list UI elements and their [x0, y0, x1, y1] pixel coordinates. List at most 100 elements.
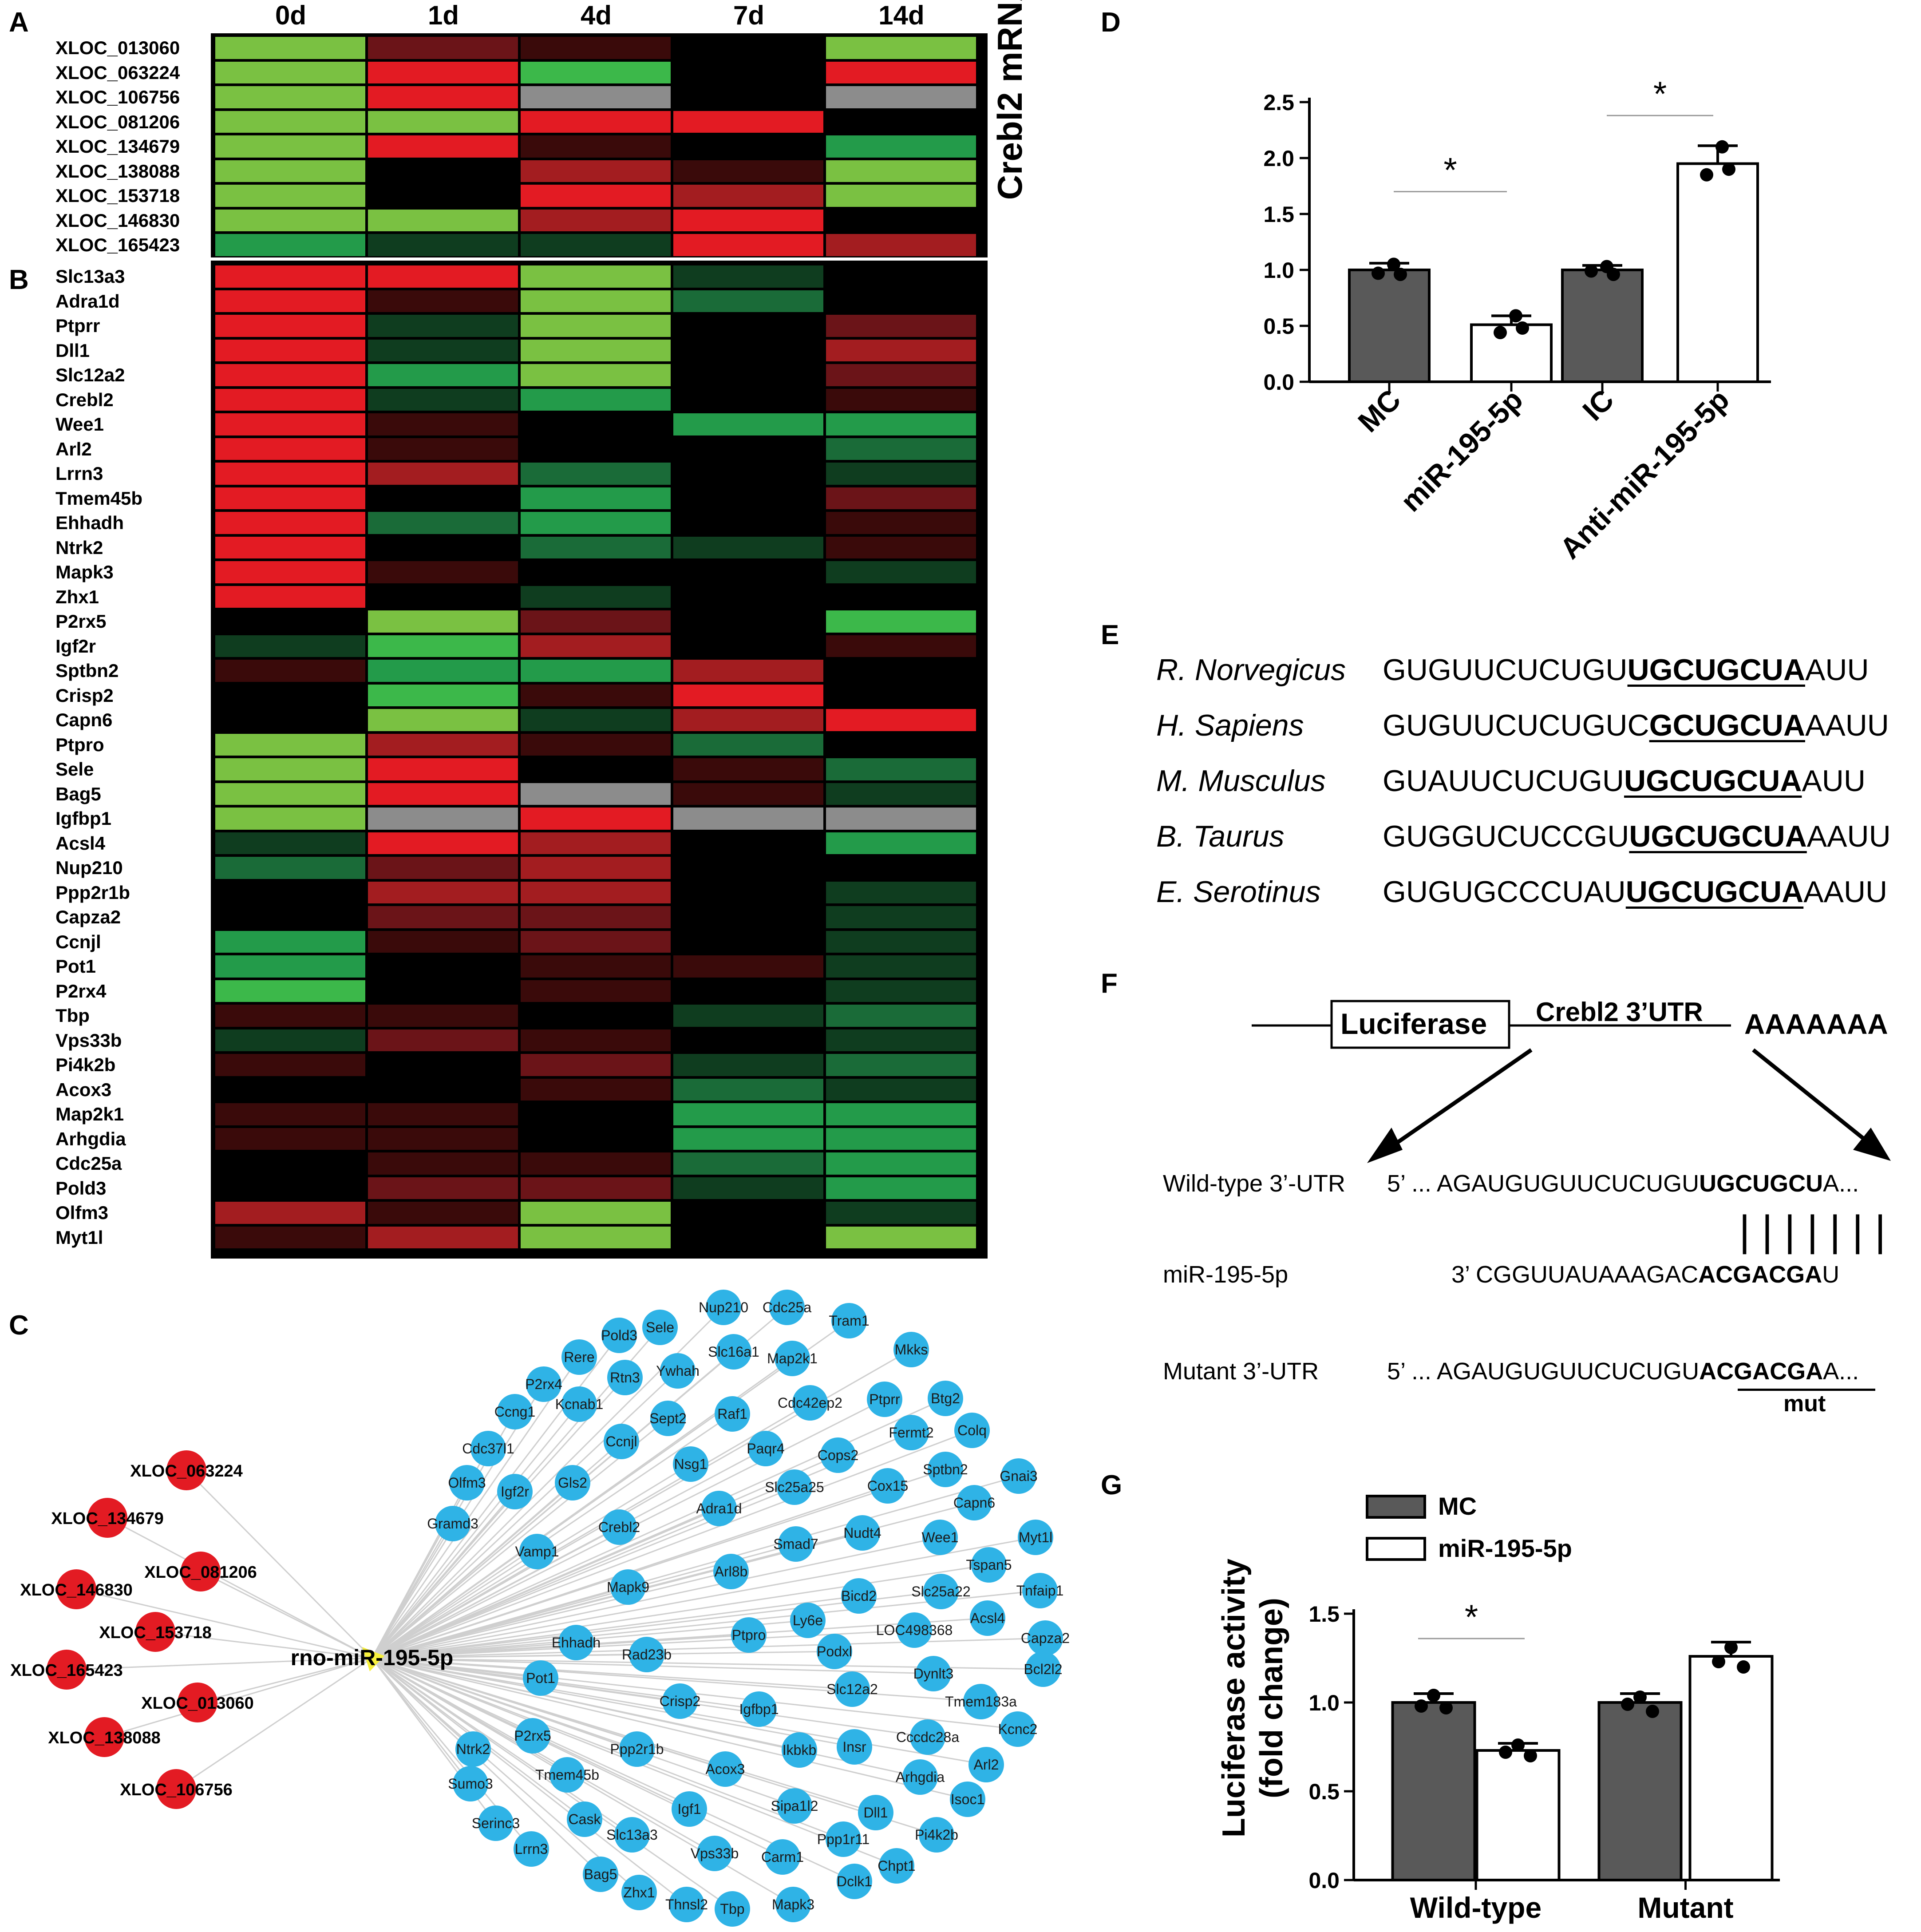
heatmap-b-cell-Ccnjl-0d — [215, 930, 365, 953]
heatmap-b-cell-Ntrk2-4d — [521, 536, 671, 558]
gene-node — [614, 1817, 650, 1853]
heatmap-b-row-label: Olfm3 — [55, 1202, 109, 1223]
gene-node-label: Carm1 — [761, 1849, 804, 1865]
heatmap-b-cell-Olfm3-7d — [673, 1202, 823, 1224]
heatmap-b-cell-P2rx4-7d — [673, 980, 823, 1002]
gene-node-label: Arl8b — [715, 1564, 748, 1580]
gene-node-label: Rere — [564, 1349, 594, 1365]
gene-node — [963, 1684, 999, 1719]
heatmap-a-cell-XLOC_146830-14d — [826, 209, 976, 231]
d-bar-Anti-miR-195-5p — [1676, 162, 1759, 383]
gene-node — [497, 1474, 533, 1509]
heatmap-b-cell-Acox3-0d — [215, 1078, 365, 1101]
gene-node — [672, 1791, 707, 1827]
gene-node — [971, 1547, 1007, 1583]
heatmap-b-cell-Pot1-7d — [673, 955, 823, 978]
mirna-label: miR-195-5p — [1163, 1261, 1289, 1288]
heatmap-b-row-label: Capn6 — [55, 709, 113, 730]
gene-node — [954, 1413, 990, 1448]
heatmap-b-cell-P2rx5-0d — [215, 610, 365, 633]
g-point — [1737, 1660, 1750, 1674]
gene-node-label: Gls2 — [558, 1475, 587, 1491]
gene-node — [515, 1718, 550, 1754]
heatmap-a-cell-XLOC_134679-7d — [673, 135, 823, 158]
lncrna-node — [181, 1552, 221, 1592]
gene-node — [922, 1520, 958, 1555]
gene-node-label: Ywhah — [656, 1363, 700, 1379]
heatmap-b-cell-Adra1d-7d — [673, 290, 823, 312]
heatmap-b-cell-Map2k1-14d — [826, 1103, 976, 1125]
network-edge — [186, 1469, 373, 1659]
gene-node — [775, 1341, 810, 1376]
lncrna-node-label: XLOC_013060 — [141, 1694, 254, 1713]
utr-sequence: GUGUUCUCUGUUGCUGCUAAUU — [1383, 653, 1869, 687]
gene-node-label: Slc16a1 — [708, 1344, 759, 1360]
gene-node — [601, 1509, 637, 1545]
network-edge — [372, 1657, 783, 1858]
heatmap-b-cell-Tmem45b-4d — [521, 487, 671, 509]
heatmap-b-row-label: Ppp2r1b — [55, 882, 130, 903]
network-edge — [372, 1617, 988, 1659]
gene-node — [715, 1891, 750, 1927]
gene-node — [919, 1817, 954, 1853]
network-edge — [372, 1657, 981, 1702]
g-bar-Mutant-MC — [1597, 1701, 1683, 1881]
gene-node — [831, 1303, 867, 1338]
gene-node-label: Slc12a2 — [826, 1681, 878, 1697]
heatmap-b-row-label: Vps33b — [55, 1029, 122, 1051]
heatmap-b-cell-Nup210-0d — [215, 857, 365, 879]
panel-label-f: F — [1101, 968, 1118, 999]
gene-node-label: Pi4k2b — [915, 1827, 958, 1843]
heatmap-b-cell-Lrrn3-14d — [826, 463, 976, 485]
heatmap-b-cell-Nup210-7d — [673, 857, 823, 879]
gene-node — [660, 1353, 696, 1389]
heatmap-b-cell-Pi4k2b-7d — [673, 1054, 823, 1076]
d-point — [1722, 162, 1735, 176]
gene-node — [715, 1396, 750, 1432]
network-edge — [66, 1657, 372, 1671]
heatmap-a-cell-XLOC_106756-14d — [826, 86, 976, 108]
heatmap-b-cell-Igfbp1-1d — [368, 808, 518, 830]
d-ytick-label: 0.5 — [1263, 314, 1294, 339]
heatmap-b-cell-Sptbn2-0d — [215, 660, 365, 682]
d-point — [1494, 326, 1507, 340]
d-point — [1516, 321, 1529, 335]
gene-node-label: Igf1 — [677, 1801, 701, 1817]
species-label: M. Musculus — [1156, 764, 1326, 798]
gene-node-label: LOC498368 — [876, 1622, 953, 1638]
seed-motif: UGCUGCUA — [1627, 653, 1805, 687]
gene-node-label: Mapk3 — [772, 1896, 814, 1912]
network-edge — [371, 1404, 580, 1659]
gene-node — [708, 1751, 743, 1787]
heatmap-b-cell-Crisp2-14d — [826, 684, 976, 706]
gene-node-label: Tmem183a — [945, 1694, 1017, 1710]
lncrna-node — [178, 1683, 217, 1722]
construct-diagram — [1252, 1000, 1891, 1163]
heatmap-a-row-label: XLOC_081206 — [55, 111, 180, 132]
g-point — [1415, 1699, 1428, 1713]
gene-node-label: Colq — [957, 1422, 987, 1438]
heatmap-b-cell-Ppp2r1b-7d — [673, 881, 823, 903]
species-label: H. Sapiens — [1156, 709, 1304, 742]
network-edge — [372, 1637, 1046, 1659]
heatmap-b-row-label: Slc12a2 — [55, 364, 125, 385]
network-edge — [372, 1657, 855, 1748]
heatmap-b-cell-Sele-0d — [215, 758, 365, 780]
gene-node — [897, 1612, 932, 1648]
heatmap-b-row-label: Pold3 — [55, 1177, 107, 1199]
network-edge — [372, 1571, 731, 1659]
d-point — [1585, 264, 1598, 278]
heatmap-b-cell-Map2k1-7d — [673, 1103, 823, 1125]
heatmap-a-cell-XLOC_165423-14d — [826, 234, 976, 256]
mutant-sequence: 5’ ... AGAUGUGUUCUCUGUACGACGAA... — [1387, 1358, 1859, 1385]
heatmap-b-cell-Mapk3-1d — [368, 561, 518, 583]
heatmap-b-cell-Ntrk2-1d — [368, 536, 518, 558]
gene-node-label: Ly6e — [793, 1612, 823, 1628]
heatmap-b-row-label: Sele — [55, 759, 94, 780]
heatmap-b-cell-Adra1d-0d — [215, 290, 365, 312]
heatmap-b-cell-Vps33b-14d — [826, 1029, 976, 1051]
heatmap-b-cell-P2rx5-4d — [521, 610, 671, 633]
gene-node-label: Tnfaip1 — [1016, 1583, 1064, 1599]
heatmap-b-cell-Myt1l-0d — [215, 1226, 365, 1248]
network-edge — [372, 1482, 573, 1659]
